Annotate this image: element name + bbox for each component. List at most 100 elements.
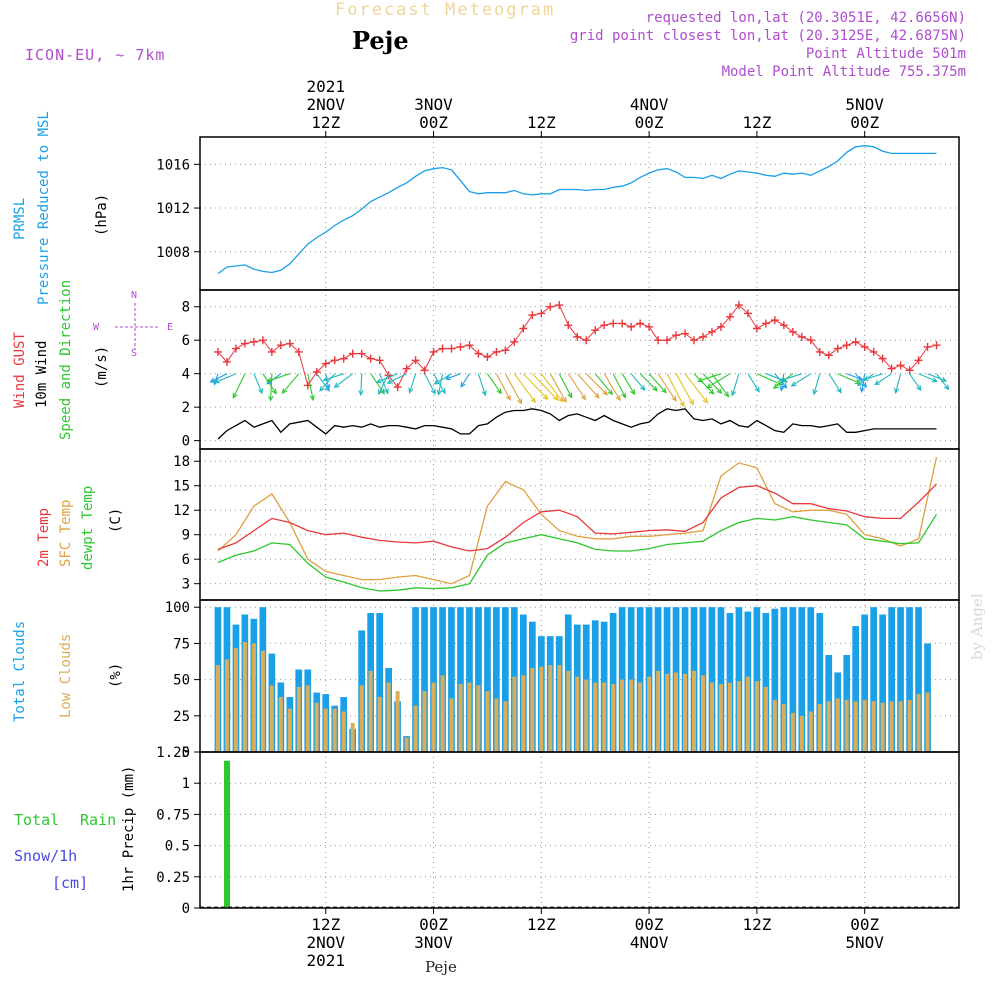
low-cloud-bar	[566, 670, 571, 752]
model-name: ICON-EU, ~ 7km	[25, 46, 166, 64]
low-cloud-bar	[602, 682, 607, 752]
total-cloud-bar	[421, 607, 428, 752]
wind-arrow	[358, 373, 364, 397]
y-tick-label: 12	[173, 503, 190, 519]
low-cloud-bar	[844, 699, 849, 752]
gust-point	[213, 347, 222, 356]
gust-point	[707, 327, 716, 336]
pressure-unit: (hPa)	[94, 194, 110, 236]
low-cloud-bar	[287, 708, 292, 752]
low-cloud-bar	[799, 715, 804, 752]
gust-point	[869, 347, 878, 356]
wind-arrow	[424, 373, 436, 395]
low-cloud-bar	[754, 681, 759, 752]
wind-arrow	[322, 373, 344, 382]
wind-unit: (m/s)	[94, 346, 110, 388]
gust-point	[312, 368, 321, 377]
wind-arrow	[386, 373, 407, 384]
total-cloud-bar	[448, 607, 455, 752]
total-cloud-bar	[609, 613, 617, 752]
gust-point	[914, 356, 923, 365]
bottom-axis-year: 2021	[306, 951, 345, 970]
clouds-unit: (%)	[108, 663, 124, 688]
low-cloud-bar	[467, 682, 472, 752]
rain-label: Rain	[80, 811, 116, 829]
low-cloud-bar	[359, 685, 364, 752]
low-cloud-bar	[233, 647, 238, 752]
gust-point	[285, 339, 294, 348]
gust-point	[447, 344, 456, 353]
wind-arrow	[513, 373, 536, 404]
wind-speed-dir-label: Speed and Direction	[58, 280, 74, 440]
compass-w: W	[93, 322, 100, 333]
gust-point	[492, 347, 501, 356]
y-tick-label: 8	[182, 300, 190, 316]
total-cloud-bar	[780, 607, 788, 752]
gust-point	[294, 347, 303, 356]
gust-point	[456, 342, 465, 351]
y-tick-label: 0	[182, 901, 190, 917]
footer-location: Peje	[425, 958, 457, 976]
low-cloud-bar	[593, 682, 598, 752]
total-cloud-bar	[376, 613, 383, 752]
low-cloud-bar	[431, 682, 436, 752]
wind-arrow	[549, 373, 567, 404]
bottom-axis-hour: 12Z	[311, 915, 340, 934]
bottom-axis-hour: 00Z	[850, 915, 879, 934]
low-cloud-bar	[386, 682, 391, 752]
wind-arrow	[460, 373, 470, 388]
low-cloud-bar	[521, 675, 526, 752]
top-axis-day: 2NOV	[306, 95, 345, 114]
gust-point	[339, 354, 348, 363]
total-cloud-bar	[906, 607, 913, 752]
gust-point	[393, 383, 402, 392]
gust-point	[842, 341, 851, 350]
y-tick-label: 0.5	[165, 839, 190, 855]
wind-arrow	[378, 373, 390, 396]
gust-point	[797, 332, 806, 341]
gust-point	[627, 322, 636, 331]
gust-point	[770, 316, 779, 325]
top-axis-hour: 12Z	[742, 113, 771, 132]
total-cloud-bar	[708, 607, 716, 752]
low-cloud-bar	[575, 676, 580, 752]
low-cloud-bar	[880, 702, 885, 752]
panel-frame	[199, 136, 960, 291]
chart-title: Forecast Meteogram	[335, 0, 556, 20]
wind-arrow	[936, 373, 950, 391]
low-cloud-bar	[449, 698, 454, 752]
low-cloud-bar	[772, 699, 777, 752]
pressure-label-prmsl: PRMSL	[12, 198, 28, 240]
low-cloud-bar	[826, 701, 831, 752]
panel-frame	[199, 751, 960, 909]
gust-point	[672, 331, 681, 340]
y-tick-label: 1	[182, 776, 190, 792]
wind-arrow	[630, 373, 646, 391]
wind-arrow	[585, 373, 608, 396]
low-cloud-bar	[485, 691, 490, 752]
total-cloud-bar	[484, 607, 491, 752]
low-cloud-bar	[916, 694, 921, 752]
low-cloud-bar	[332, 708, 337, 752]
wind-arrow	[675, 373, 694, 406]
low-cloud-bar	[701, 675, 705, 752]
total-cloud-bar	[412, 607, 419, 752]
gust-point	[905, 366, 914, 375]
y-tick-label: 18	[173, 454, 190, 470]
gust-point	[267, 347, 276, 356]
low-cloud-bar	[674, 672, 678, 752]
wind-arrow	[540, 373, 564, 403]
low-cloud-bar	[853, 701, 858, 752]
gust-point	[788, 327, 797, 336]
top-axis-year: 2021	[306, 77, 345, 96]
top-axis-hour: 00Z	[635, 113, 664, 132]
temp-2m-label: 2m Temp	[36, 508, 52, 567]
low-cloud-bar	[251, 643, 256, 752]
low-cloud-bar	[557, 665, 562, 752]
y-tick-label: 4	[182, 367, 190, 383]
wind-arrow	[232, 373, 246, 399]
gust-point	[761, 319, 770, 328]
low-cloud-bar	[242, 642, 247, 752]
bottom-axis-day: 3NOV	[414, 933, 453, 952]
low-cloud-bar	[665, 673, 670, 752]
